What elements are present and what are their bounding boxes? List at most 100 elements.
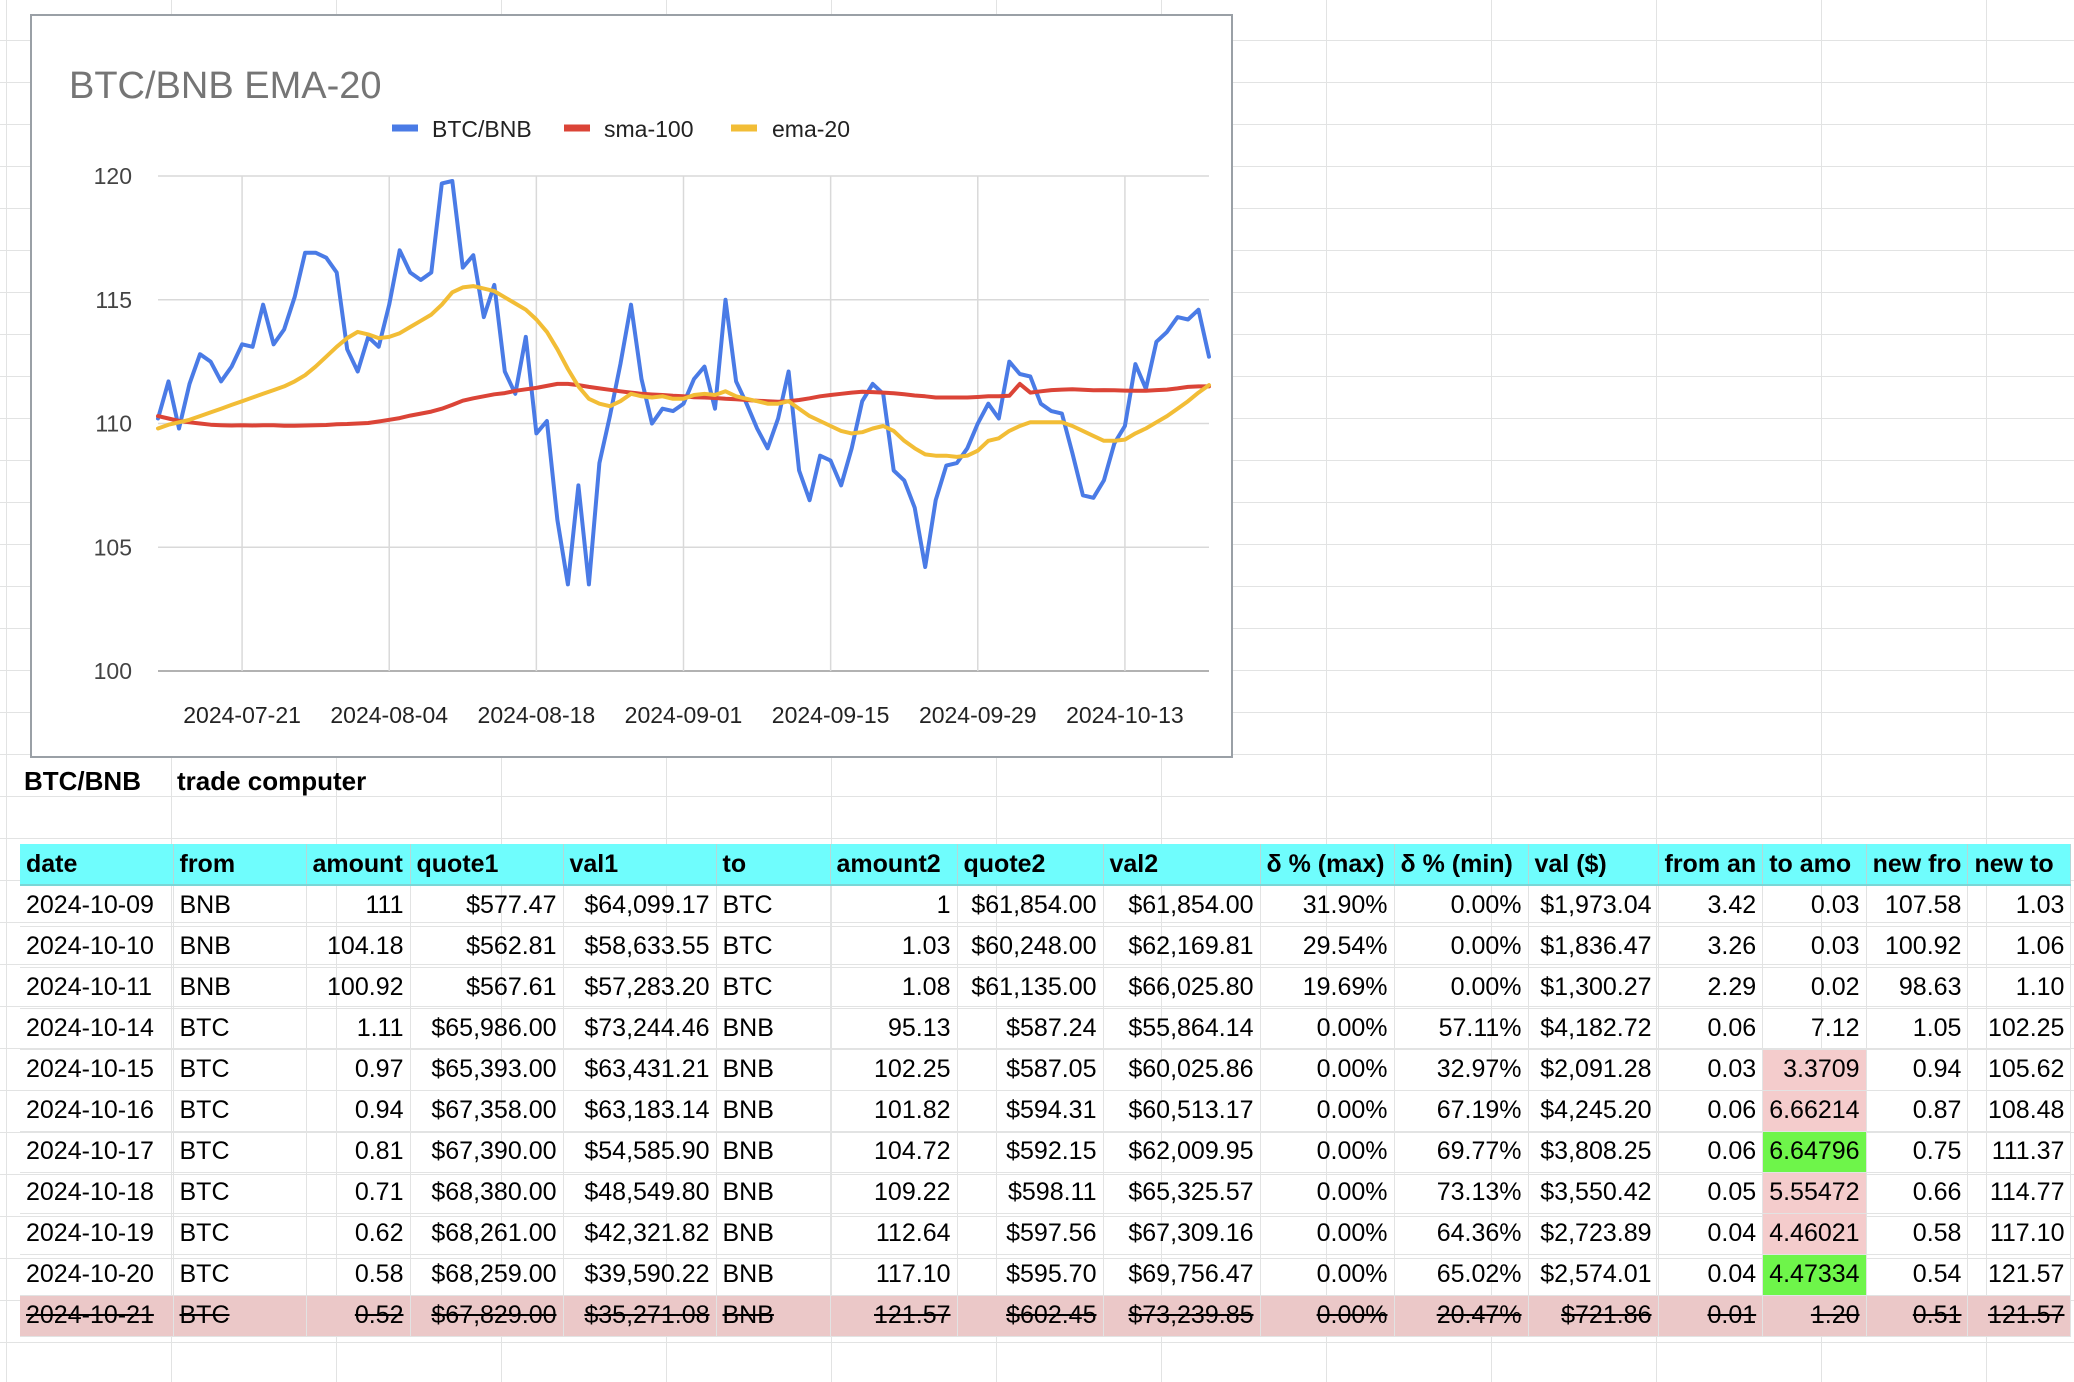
table-cell[interactable]: $597.56: [957, 1213, 1104, 1255]
table-cell[interactable]: BNB: [716, 1254, 831, 1296]
column-header[interactable]: val1: [563, 844, 717, 886]
table-cell[interactable]: $602.45: [957, 1295, 1104, 1337]
table-cell[interactable]: BNB: [716, 1008, 831, 1050]
table-cell[interactable]: $2,091.28: [1528, 1049, 1659, 1091]
table-cell[interactable]: $68,380.00: [410, 1172, 564, 1214]
table-cell[interactable]: 0.94: [306, 1090, 411, 1132]
table-cell[interactable]: $73,244.46: [563, 1008, 717, 1050]
table-cell[interactable]: $587.24: [957, 1008, 1104, 1050]
table-cell[interactable]: 102.25: [1967, 1008, 2072, 1050]
table-cell[interactable]: BNB: [173, 885, 307, 927]
column-header[interactable]: new fro: [1866, 844, 1969, 886]
table-cell[interactable]: $73,239.85: [1103, 1295, 1261, 1337]
table-cell[interactable]: 2024-10-15: [20, 1049, 174, 1091]
table-cell[interactable]: 121.57: [1967, 1295, 2072, 1337]
table-cell[interactable]: 67.19%: [1394, 1090, 1529, 1132]
column-header[interactable]: to amo: [1762, 844, 1867, 886]
table-cell[interactable]: BNB: [173, 926, 307, 968]
table-cell[interactable]: 3.26: [1658, 926, 1764, 968]
column-header[interactable]: amount2: [830, 844, 958, 886]
table-cell[interactable]: 0.94: [1866, 1049, 1969, 1091]
table-cell[interactable]: 121.57: [1967, 1254, 2072, 1296]
column-header[interactable]: δ % (min): [1394, 844, 1529, 886]
table-cell[interactable]: 0.06: [1658, 1090, 1764, 1132]
table-cell[interactable]: 109.22: [830, 1172, 958, 1214]
table-cell[interactable]: 4.46021: [1762, 1213, 1867, 1255]
table-cell[interactable]: $598.11: [957, 1172, 1104, 1214]
table-cell[interactable]: $562.81: [410, 926, 564, 968]
table-cell[interactable]: BTC: [173, 1008, 307, 1050]
table-cell[interactable]: $64,099.17: [563, 885, 717, 927]
table-cell[interactable]: $60,025.86: [1103, 1049, 1261, 1091]
table-cell[interactable]: $66,025.80: [1103, 967, 1261, 1009]
column-header[interactable]: date: [20, 844, 174, 886]
table-cell[interactable]: 107.58: [1866, 885, 1969, 927]
table-cell[interactable]: $42,321.82: [563, 1213, 717, 1255]
table-cell[interactable]: $61,854.00: [1103, 885, 1261, 927]
table-cell[interactable]: 102.25: [830, 1049, 958, 1091]
table-cell[interactable]: BNB: [716, 1049, 831, 1091]
table-cell[interactable]: $4,245.20: [1528, 1090, 1659, 1132]
table-cell[interactable]: 0.00%: [1260, 1008, 1395, 1050]
column-header[interactable]: val ($): [1528, 844, 1659, 886]
table-cell[interactable]: $69,756.47: [1103, 1254, 1261, 1296]
table-cell[interactable]: $65,393.00: [410, 1049, 564, 1091]
column-header[interactable]: from: [173, 844, 307, 886]
table-cell[interactable]: $592.15: [957, 1131, 1104, 1173]
table-cell[interactable]: BTC: [173, 1295, 307, 1337]
table-cell[interactable]: 6.66214: [1762, 1090, 1867, 1132]
table-cell[interactable]: $62,009.95: [1103, 1131, 1261, 1173]
table-cell[interactable]: 0.51: [1866, 1295, 1969, 1337]
table-cell[interactable]: 101.82: [830, 1090, 958, 1132]
table-cell[interactable]: 1.08: [830, 967, 958, 1009]
table-cell[interactable]: BNB: [716, 1213, 831, 1255]
table-cell[interactable]: 1: [830, 885, 958, 927]
table-cell[interactable]: 0.75: [1866, 1131, 1969, 1173]
table-cell[interactable]: 0.03: [1762, 885, 1867, 927]
table-cell[interactable]: 0.04: [1658, 1254, 1764, 1296]
table-cell[interactable]: $65,986.00: [410, 1008, 564, 1050]
table-cell[interactable]: $1,300.27: [1528, 967, 1659, 1009]
table-cell[interactable]: 0.54: [1866, 1254, 1969, 1296]
table-cell[interactable]: 0.00%: [1260, 1254, 1395, 1296]
column-header[interactable]: quote1: [410, 844, 564, 886]
table-cell[interactable]: BNB: [173, 967, 307, 1009]
table-cell[interactable]: $3,550.42: [1528, 1172, 1659, 1214]
table-cell[interactable]: 73.13%: [1394, 1172, 1529, 1214]
table-cell[interactable]: 2024-10-10: [20, 926, 174, 968]
table-cell[interactable]: BNB: [716, 1295, 831, 1337]
table-cell[interactable]: 108.48: [1967, 1090, 2072, 1132]
table-cell[interactable]: $1,973.04: [1528, 885, 1659, 927]
table-cell[interactable]: 111.37: [1967, 1131, 2072, 1173]
table-cell[interactable]: $60,248.00: [957, 926, 1104, 968]
column-header[interactable]: from an: [1658, 844, 1764, 886]
table-cell[interactable]: 2024-10-21: [20, 1295, 174, 1337]
table-cell[interactable]: 2.29: [1658, 967, 1764, 1009]
table-cell[interactable]: 111: [306, 885, 411, 927]
table-cell[interactable]: $595.70: [957, 1254, 1104, 1296]
table-cell[interactable]: 121.57: [830, 1295, 958, 1337]
table-cell[interactable]: 3.42: [1658, 885, 1764, 927]
table-cell[interactable]: $63,183.14: [563, 1090, 717, 1132]
cell-sheet-label[interactable]: trade computer: [177, 766, 367, 796]
table-cell[interactable]: $60,513.17: [1103, 1090, 1261, 1132]
table-cell[interactable]: 2024-10-14: [20, 1008, 174, 1050]
table-cell[interactable]: $721.86: [1528, 1295, 1659, 1337]
table-cell[interactable]: BTC: [173, 1131, 307, 1173]
column-header[interactable]: new to: [1967, 844, 2072, 886]
cell-pair-label[interactable]: BTC/BNB: [24, 766, 141, 796]
table-cell[interactable]: 20.47%: [1394, 1295, 1529, 1337]
table-cell[interactable]: 0.03: [1762, 926, 1867, 968]
table-cell[interactable]: $67,358.00: [410, 1090, 564, 1132]
table-cell[interactable]: 64.36%: [1394, 1213, 1529, 1255]
table-cell[interactable]: 100.92: [1866, 926, 1969, 968]
table-cell[interactable]: 2024-10-11: [20, 967, 174, 1009]
table-cell[interactable]: 31.90%: [1260, 885, 1395, 927]
table-cell[interactable]: 2024-10-16: [20, 1090, 174, 1132]
table-cell[interactable]: $63,431.21: [563, 1049, 717, 1091]
table-cell[interactable]: 0.62: [306, 1213, 411, 1255]
chart-container[interactable]: BTC/BNB EMA-20 BTC/BNB sma-100 ema-20 100 105…: [30, 14, 1233, 758]
table-cell[interactable]: 2024-10-19: [20, 1213, 174, 1255]
table-cell[interactable]: BTC: [173, 1213, 307, 1255]
table-cell[interactable]: $61,135.00: [957, 967, 1104, 1009]
